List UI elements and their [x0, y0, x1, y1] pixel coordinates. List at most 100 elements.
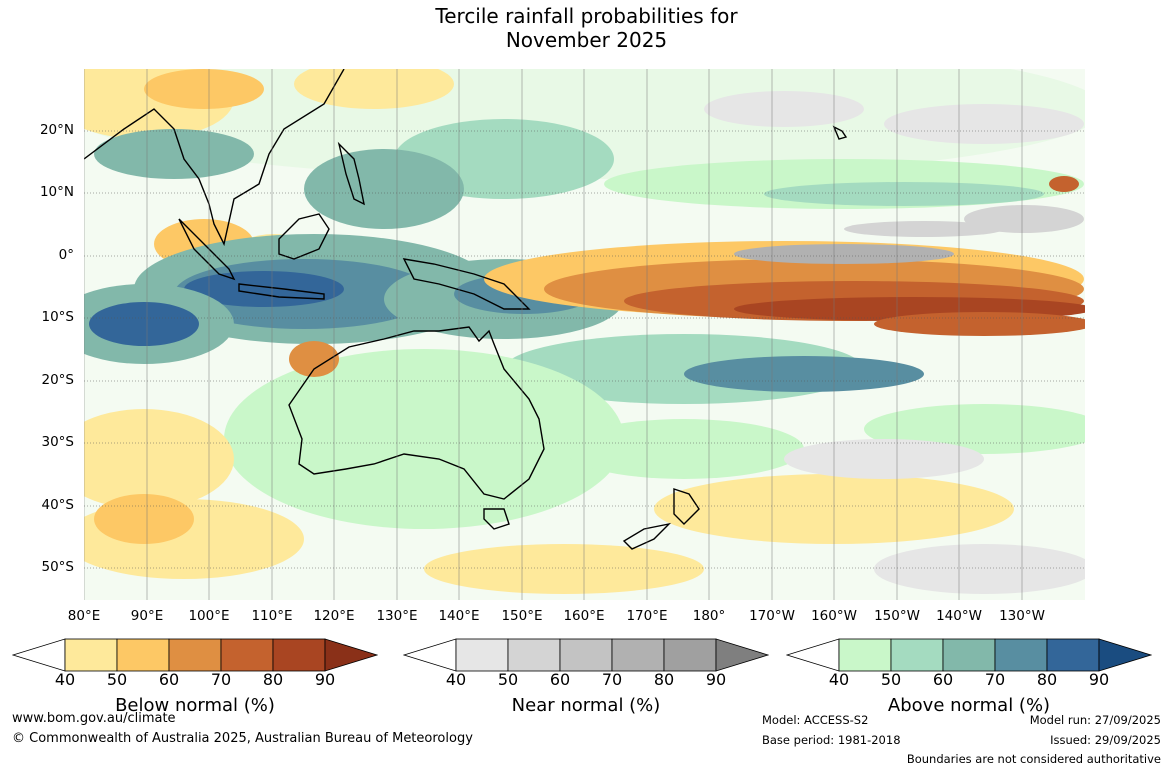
hawaii-outline — [832, 125, 848, 140]
colorbar-tick-label: 80 — [1036, 670, 1058, 689]
colorbar-segment — [663, 638, 717, 672]
colorbar-near — [403, 638, 769, 672]
nz-north-outline — [673, 488, 700, 525]
latitude-label: 10°S — [41, 309, 75, 325]
latitude-label: 20°S — [41, 372, 75, 388]
colorbar-tick-label: 60 — [932, 670, 954, 689]
map-canvas — [84, 69, 1085, 600]
copyright-text: © Commonwealth of Australia 2025, Austra… — [12, 731, 473, 746]
australia-outline — [288, 326, 545, 500]
patch — [84, 409, 234, 509]
patch — [224, 349, 624, 529]
longitude-label: 160°E — [563, 608, 605, 624]
longitude-label: 110°E — [251, 608, 293, 624]
longitude-label: 140°E — [438, 608, 480, 624]
patch — [94, 494, 194, 544]
colorbar-extend-low — [403, 638, 457, 672]
colorbar-segment — [1046, 638, 1100, 672]
colorbar-tick-label: 40 — [54, 670, 76, 689]
latitude-label: 10°N — [39, 184, 74, 200]
website-link[interactable]: www.bom.gov.au/climate — [12, 711, 176, 726]
latitude-label: 50°S — [41, 559, 75, 575]
coastlines — [84, 69, 848, 550]
longitude-label: 150°W — [874, 608, 920, 624]
java-outline — [238, 283, 325, 300]
patch — [884, 104, 1084, 144]
colorbar-segment — [994, 638, 1048, 672]
colorbar-extend-high — [1098, 638, 1152, 672]
longitude-label: 170°W — [749, 608, 795, 624]
base-period-text: Base period: 1981-2018 — [762, 733, 901, 747]
longitude-label: 120°E — [313, 608, 355, 624]
latitude-label: 40°S — [41, 497, 75, 513]
longitude-label: 130°E — [376, 608, 418, 624]
patch — [734, 244, 954, 264]
colorbar-title: Above normal (%) — [887, 695, 1051, 716]
colorbar-tick-label: 40 — [828, 670, 850, 689]
colorbar-extend-low — [12, 638, 66, 672]
issued-text: Issued: 29/09/2025 — [1050, 733, 1161, 747]
colorbar-segment — [220, 638, 274, 672]
longitude-label: 160°W — [811, 608, 857, 624]
colorbar-below — [12, 638, 378, 672]
title-line-1: Tercile rainfall probabilities for — [435, 4, 738, 28]
latitude-label: 20°N — [39, 122, 74, 138]
colorbar-tick-label: 50 — [880, 670, 902, 689]
longitude-label: 140°W — [936, 608, 982, 624]
colorbar-tick-label: 80 — [262, 670, 284, 689]
borneo-outline — [278, 213, 330, 260]
colorbar-tick-label: 60 — [549, 670, 571, 689]
colorbar-extend-high — [324, 638, 378, 672]
colorbar-title: Near normal (%) — [511, 695, 661, 716]
colorbar-segment — [611, 638, 665, 672]
model-text: Model: ACCESS-S2 — [762, 713, 869, 727]
title-line-2: November 2025 — [505, 28, 668, 52]
colorbar-segment — [455, 638, 509, 672]
longitude-label: 150°E — [501, 608, 543, 624]
colorbar-tick-label: 90 — [705, 670, 727, 689]
colorbar-tick-label: 50 — [497, 670, 519, 689]
colorbar-extend-high — [715, 638, 769, 672]
colorbar-segment — [942, 638, 996, 672]
patch — [1049, 176, 1079, 192]
patch — [764, 182, 1044, 206]
asia-coastline — [84, 69, 345, 247]
colorbar-segment — [272, 638, 326, 672]
longitude-label: 130°W — [999, 608, 1045, 624]
longitude-label: 100°E — [188, 608, 230, 624]
latitude-label: 0° — [58, 247, 74, 263]
longitude-label: 90°E — [130, 608, 164, 624]
rainfall-patches — [84, 69, 1085, 594]
patch — [874, 312, 1085, 336]
longitude-label: 80°E — [67, 608, 101, 624]
patch — [304, 149, 464, 229]
colorbar-tick-label: 80 — [653, 670, 675, 689]
colorbar-tick-label: 70 — [601, 670, 623, 689]
patch — [94, 129, 254, 179]
colorbar-segment — [116, 638, 170, 672]
colorbar-segment — [507, 638, 561, 672]
colorbar-segment — [64, 638, 118, 672]
colorbar-extend-low — [786, 638, 840, 672]
sumatra-outline — [178, 218, 236, 281]
patch — [784, 439, 984, 479]
colorbar-above — [786, 638, 1152, 672]
colorbar-tick-label: 40 — [445, 670, 467, 689]
colorbar-tick-label: 50 — [106, 670, 128, 689]
patch — [289, 341, 339, 377]
colorbar-title: Below normal (%) — [115, 695, 275, 716]
latitude-label: 30°S — [41, 434, 75, 450]
longitude-label: 180° — [692, 608, 726, 624]
chart-title: Tercile rainfall probabilities for Novem… — [0, 4, 1173, 52]
philippines-outline — [337, 141, 365, 206]
patch — [874, 544, 1085, 594]
model-run-text: Model run: 27/09/2025 — [1029, 713, 1161, 727]
nz-south-outline — [622, 522, 672, 550]
patch — [684, 356, 924, 392]
colorbar-segment — [890, 638, 944, 672]
probability-map[interactable] — [84, 69, 1085, 600]
tasmania-outline — [483, 508, 510, 530]
colorbar-segment — [838, 638, 892, 672]
colorbar-tick-label: 70 — [210, 670, 232, 689]
graticule — [84, 69, 1085, 600]
